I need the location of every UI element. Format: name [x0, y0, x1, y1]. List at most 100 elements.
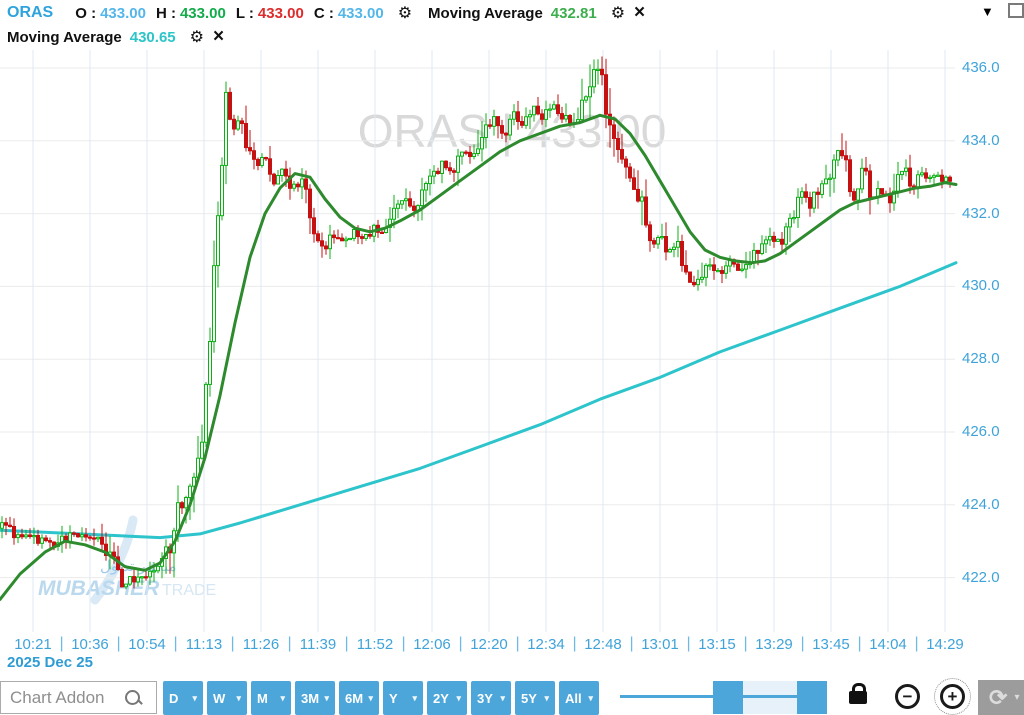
range-button-y[interactable]: Y ▾ — [383, 681, 423, 715]
candle — [792, 210, 796, 224]
candle — [744, 251, 748, 279]
candle-body — [324, 245, 328, 250]
ma-slow-line[interactable] — [0, 261, 958, 540]
range-button-w[interactable]: W ▾ — [207, 681, 247, 715]
ma2-value: 430.65 — [129, 28, 176, 46]
candle-body — [188, 485, 192, 499]
candle-body — [20, 534, 24, 538]
candle — [888, 187, 892, 213]
zoom-out-button[interactable]: − — [895, 684, 920, 709]
refresh-button[interactable]: ⟳ ▾ — [978, 680, 1024, 715]
candle — [340, 233, 344, 242]
candle-body — [652, 240, 656, 245]
candle — [316, 230, 320, 243]
candle-body — [192, 476, 196, 487]
slider-handle-right[interactable] — [797, 681, 827, 714]
slider-handle-left[interactable] — [713, 681, 743, 714]
range-slider-track-left[interactable] — [620, 695, 715, 698]
chart-addon-search-input[interactable] — [1, 687, 121, 708]
candle-body — [844, 155, 848, 161]
candle — [492, 109, 496, 136]
candle — [816, 187, 820, 209]
lock-icon[interactable] — [849, 683, 867, 704]
candle — [800, 187, 804, 205]
candle-body — [916, 174, 920, 189]
candle-body — [316, 233, 320, 242]
candle — [524, 107, 528, 129]
candle — [436, 167, 440, 175]
candle-body — [212, 265, 216, 343]
candle-body — [596, 68, 600, 71]
candle-body — [936, 174, 940, 177]
candle-body — [668, 249, 672, 253]
ma1-name[interactable]: Moving Average — [428, 4, 543, 22]
candle-body — [744, 264, 748, 270]
candle — [40, 534, 44, 549]
time-axis-separator: | — [515, 635, 520, 652]
range-button-m[interactable]: M ▾ — [251, 681, 291, 715]
chevron-down-icon: ▾ — [236, 692, 241, 703]
time-axis-label: 11:13 — [185, 636, 223, 653]
chevron-down-icon: ▾ — [280, 692, 285, 703]
candle-body — [300, 178, 304, 188]
chart-addon-search[interactable] — [0, 681, 157, 714]
candle — [520, 115, 524, 129]
range-button-d[interactable]: D ▾ — [163, 681, 203, 715]
candle — [344, 236, 348, 248]
range-button-6m[interactable]: 6M ▾ — [339, 681, 379, 715]
ma1-value: 432.81 — [550, 4, 597, 22]
collapse-panel-icon[interactable]: ▼ — [981, 4, 994, 19]
candle-body — [428, 175, 432, 185]
candle — [700, 262, 704, 284]
candle — [696, 269, 700, 291]
time-axis-label: 10:21 — [14, 636, 52, 653]
candle — [612, 116, 616, 157]
candlestick-series — [0, 56, 952, 590]
candle — [948, 175, 952, 188]
candle — [768, 227, 772, 246]
ma-fast-line[interactable] — [0, 113, 958, 601]
ma1-settings-gear-icon[interactable]: ⚙ — [610, 5, 626, 22]
candle — [132, 569, 136, 589]
candle — [468, 146, 472, 164]
candle — [396, 199, 400, 219]
maximize-checkbox-icon[interactable] — [1008, 3, 1024, 18]
candle — [560, 106, 564, 123]
ma2-remove-icon[interactable]: × — [212, 26, 225, 47]
candle-body — [248, 147, 252, 152]
chevron-down-icon: ▾ — [368, 692, 373, 703]
candle — [364, 233, 368, 241]
candle-body — [308, 188, 312, 219]
candle — [484, 113, 488, 149]
candle — [144, 570, 148, 581]
candle-body — [832, 159, 836, 179]
candle-body — [528, 114, 532, 118]
time-axis-separator: | — [401, 635, 406, 652]
ma1-remove-icon[interactable]: × — [634, 2, 646, 23]
candle-body — [692, 281, 696, 286]
range-button-3m[interactable]: 3M ▾ — [295, 681, 335, 715]
candle — [648, 221, 652, 252]
range-button-all[interactable]: All ▾ — [559, 681, 599, 715]
search-icon[interactable] — [123, 688, 143, 708]
time-axis-label: 12:48 — [584, 636, 622, 653]
range-button-5y[interactable]: 5Y ▾ — [515, 681, 555, 715]
ma2-settings-gear-icon[interactable]: ⚙ — [189, 29, 204, 46]
candle — [24, 529, 28, 539]
price-axis-label: 424.0 — [962, 495, 1000, 513]
candle-body — [280, 168, 284, 176]
series-settings-gear-icon[interactable]: ⚙ — [397, 5, 413, 22]
range-button-3y[interactable]: 3Y ▾ — [471, 681, 511, 715]
candle — [228, 87, 232, 121]
candle-body — [220, 164, 224, 217]
chevron-down-icon: ▾ — [412, 692, 417, 703]
range-slider-selection[interactable] — [743, 681, 797, 714]
zoom-in-button[interactable]: + — [934, 678, 971, 715]
candle-body — [24, 534, 28, 538]
ma2-name[interactable]: Moving Average — [7, 28, 122, 46]
symbol-label[interactable]: ORAS — [7, 4, 54, 21]
candle-body — [312, 217, 316, 235]
candle-body — [860, 167, 864, 190]
range-button-2y[interactable]: 2Y ▾ — [427, 681, 467, 715]
